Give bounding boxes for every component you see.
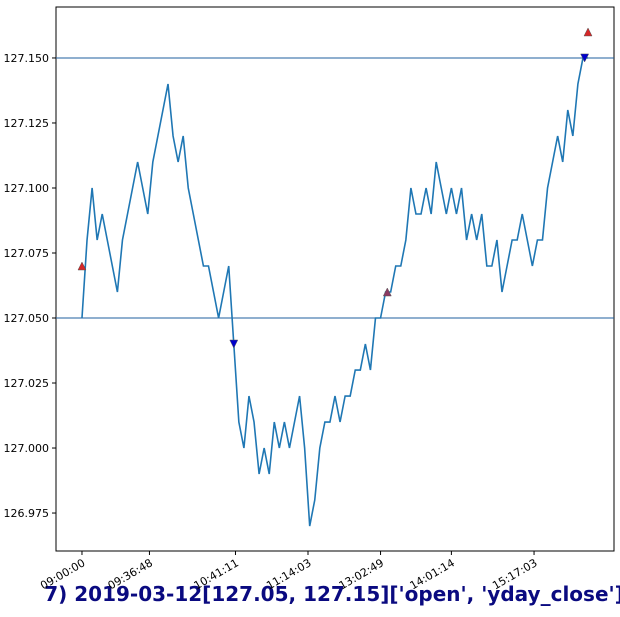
signal-marker — [580, 53, 590, 63]
y-tick-label: 127.000 — [4, 442, 50, 455]
y-tick-label: 126.975 — [4, 507, 50, 520]
y-tick-label: 127.150 — [4, 52, 50, 65]
signal-marker — [77, 261, 87, 271]
price-line — [81, 57, 589, 527]
signal-marker — [229, 339, 239, 349]
y-tick-label: 127.075 — [4, 247, 50, 260]
signal-marker — [583, 27, 593, 37]
y-tick-label: 127.125 — [4, 117, 50, 130]
chart-title: 7) 2019-03-12[127.05, 127.15]['open', 'y… — [44, 582, 620, 606]
plot-frame — [55, 6, 615, 552]
y-tick-label: 127.100 — [4, 182, 50, 195]
y-tick-label: 127.025 — [4, 377, 50, 390]
signal-marker — [382, 287, 392, 297]
y-tick-label: 127.050 — [4, 312, 50, 325]
